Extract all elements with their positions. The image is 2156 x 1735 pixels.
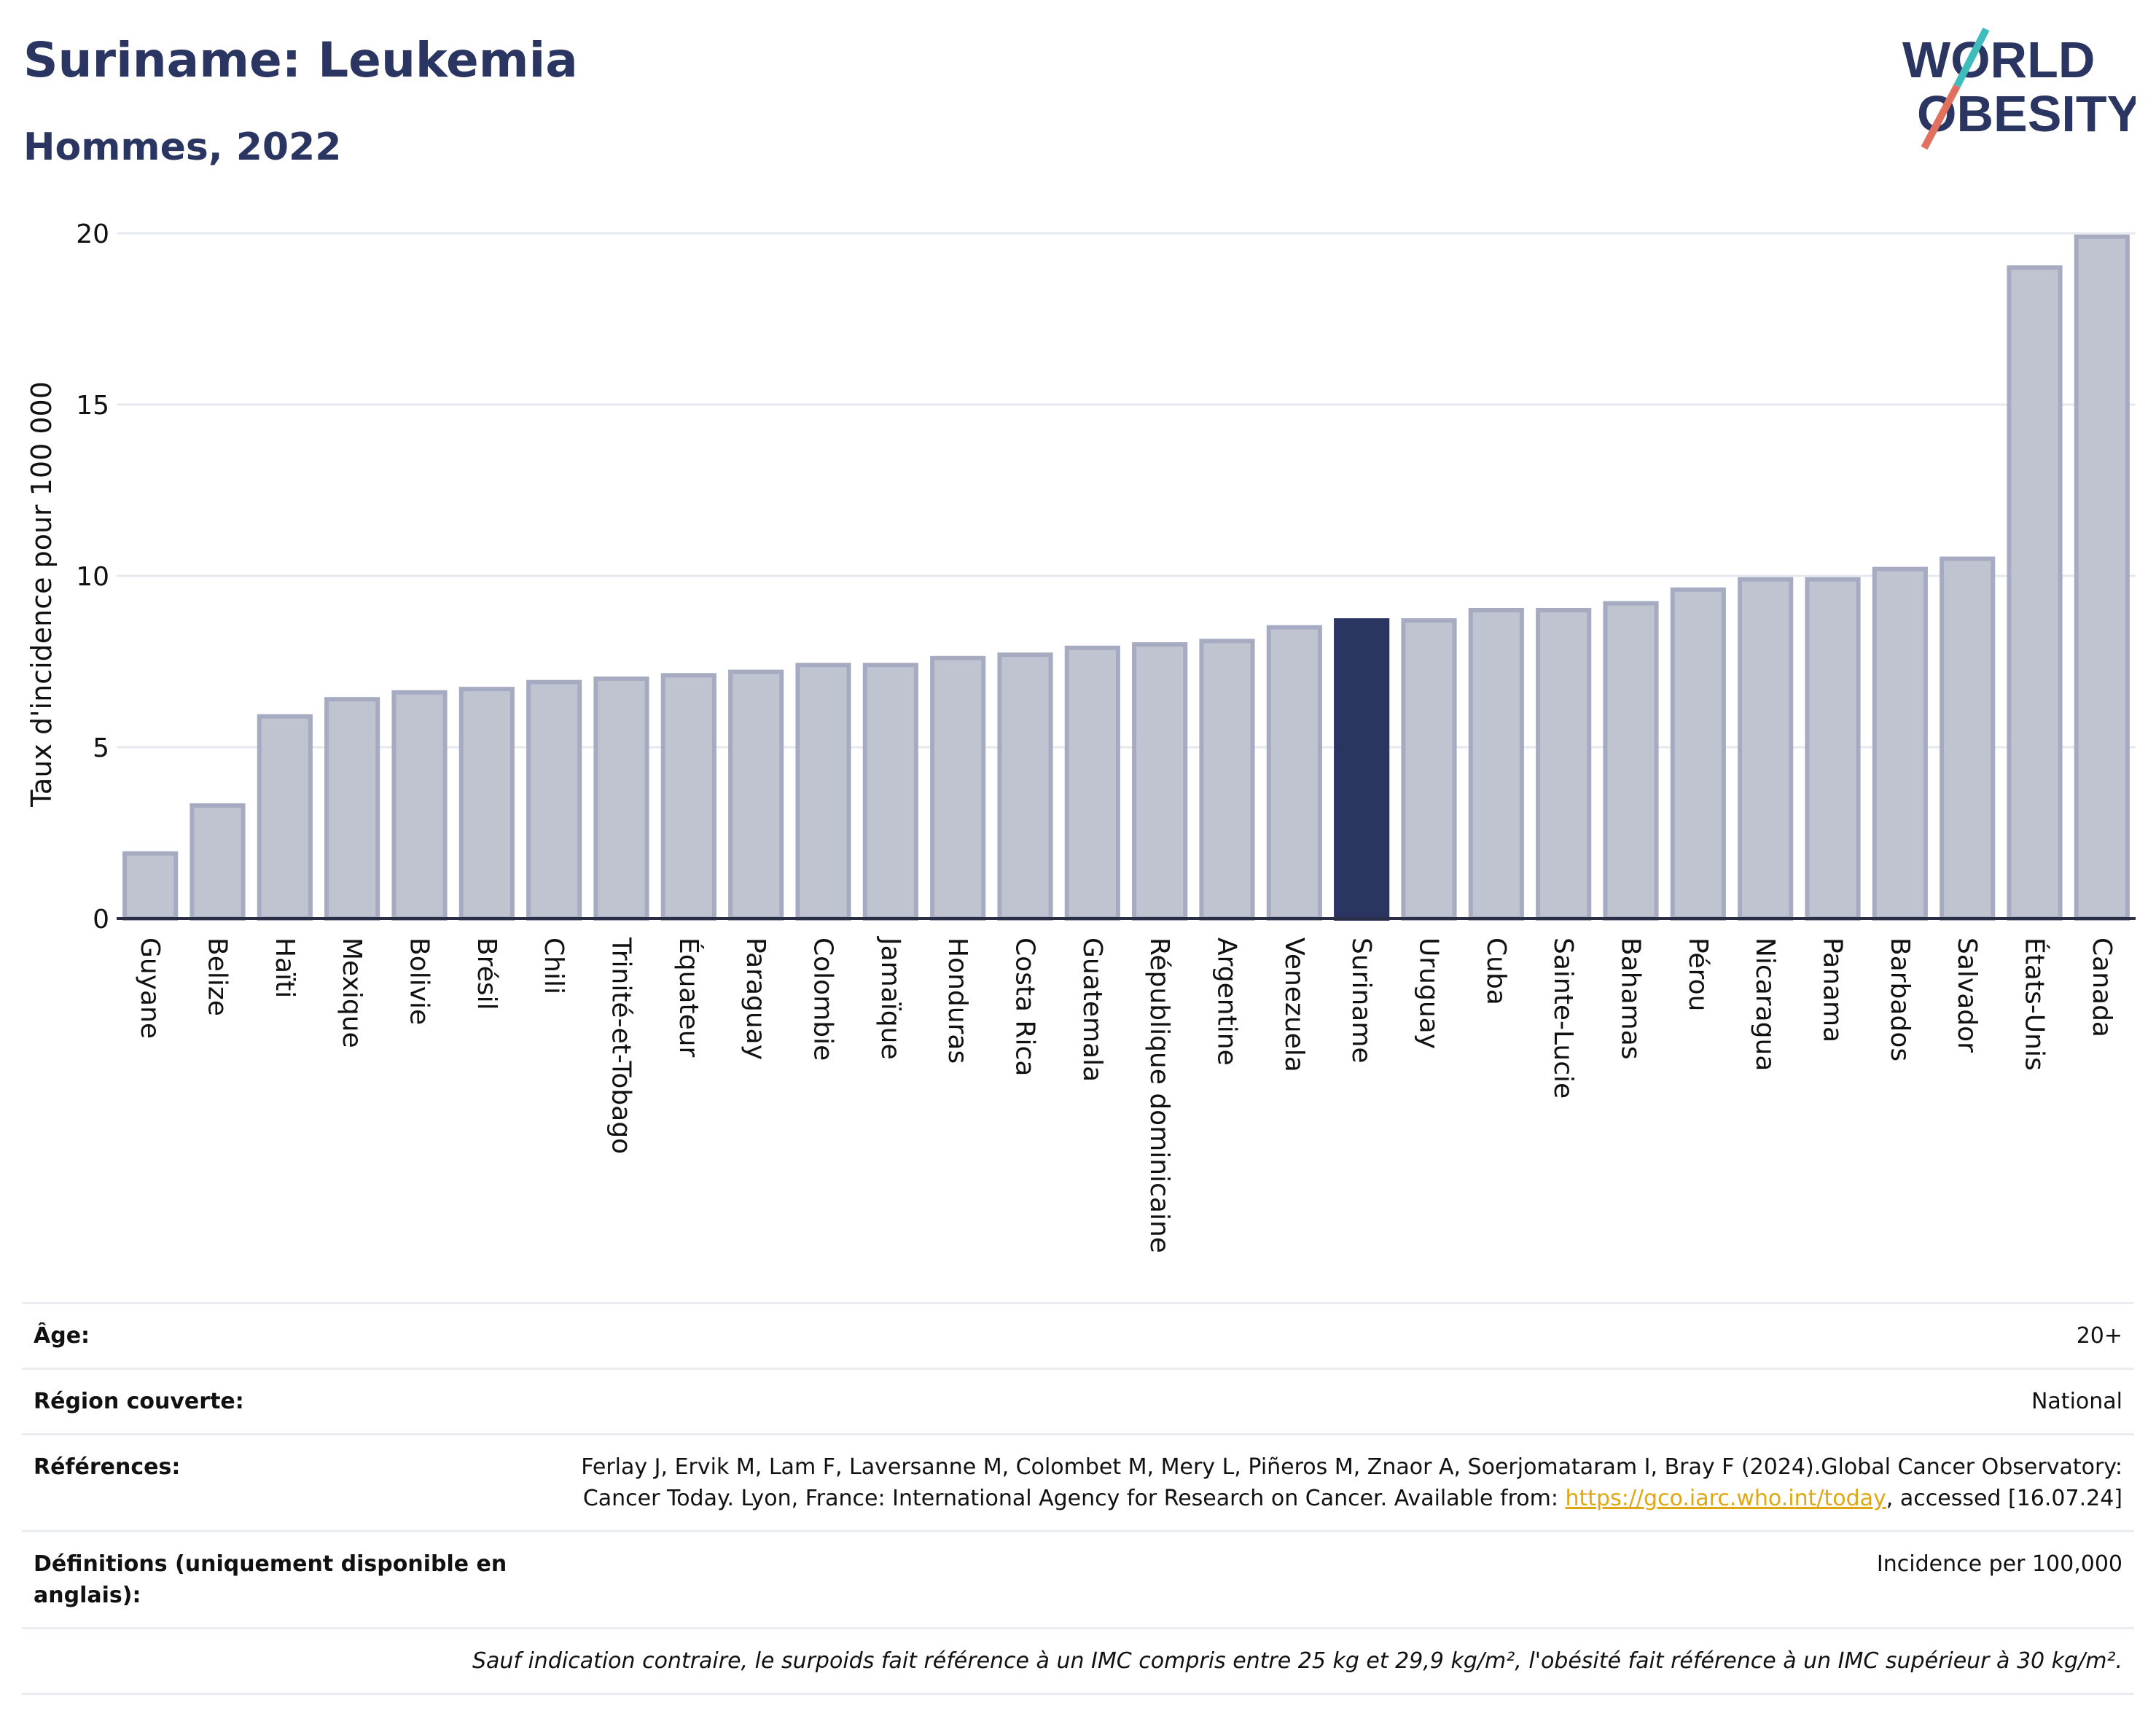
x-tick-label: Salvador	[1952, 937, 1982, 1053]
x-tick-label: Guatemala	[1077, 937, 1107, 1082]
age-value: 20+	[2076, 1323, 2122, 1349]
bar-colombie	[795, 663, 851, 921]
x-tick-label: Costa Rica	[1010, 937, 1040, 1076]
bar-pérou	[1670, 587, 1726, 921]
x-tick-label: Haïti	[270, 937, 300, 998]
y-tick-label: 15	[76, 391, 109, 421]
x-tick-label: Argentine	[1212, 937, 1242, 1066]
definitions-value: Incidence per 100,000	[1876, 1551, 2122, 1577]
bar-chart: 0 5 10 15 20 Guyane Belize Haïti Mexique Bolivie B…	[26, 219, 2136, 1253]
x-tick-label: Bahamas	[1616, 937, 1646, 1060]
bar-costa-rica	[997, 652, 1053, 921]
bar-jamaïque	[862, 663, 918, 921]
x-tick-label: Nicaragua	[1750, 937, 1780, 1071]
references-value: Ferlay J, Ervik M, Lam F, Laversanne M, …	[529, 1451, 2122, 1514]
x-tick-label: Panama	[1818, 937, 1848, 1042]
bar-argentine	[1199, 639, 1255, 921]
region-label: Région couverte:	[34, 1389, 244, 1414]
chart-subtitle: Hommes, 2022	[23, 125, 342, 169]
x-tick-label: Chili	[539, 937, 569, 994]
x-tick-label: République dominicaine	[1144, 937, 1174, 1253]
x-tick-label: États-Unis	[2020, 937, 2050, 1071]
x-tick-label: Mexique	[337, 937, 367, 1048]
y-axis-label: Taux d'incidence pour 100 000	[26, 381, 58, 808]
x-tick-label: Bolivie	[405, 937, 434, 1025]
bar-brésil	[458, 687, 515, 921]
region-value: National	[2031, 1389, 2122, 1414]
meta-row-region: Région couverte: National	[22, 1368, 2134, 1433]
x-tick-label: Trinité-et-Tobago	[606, 937, 636, 1154]
x-tick-label: Paraguay	[741, 937, 770, 1060]
bars	[122, 234, 2130, 921]
references-label: Références:	[34, 1454, 181, 1480]
x-tick-label: Guyane	[135, 937, 165, 1039]
bar-salvador	[1940, 556, 1996, 921]
x-tick-label: Suriname	[1346, 937, 1376, 1064]
bar-panama	[1805, 577, 1861, 921]
y-tick-label: 10	[76, 562, 109, 592]
bar-états-unis	[2007, 265, 2063, 921]
references-tail: , accessed [16.07.24]	[1886, 1486, 2122, 1511]
y-tick-label: 5	[93, 733, 109, 763]
bar-chili	[526, 679, 582, 921]
definitions-label: Définitions (uniquement disponible en an…	[34, 1551, 507, 1608]
x-tick-label: Venezuela	[1279, 937, 1309, 1072]
x-tick-label: Canada	[2087, 937, 2117, 1037]
bar-guatemala	[1064, 645, 1120, 921]
references-text: Ferlay J, Ervik M, Lam F, Laversanne M, …	[581, 1454, 2122, 1511]
x-tick-label: Pérou	[1683, 937, 1713, 1011]
x-tick-label: Brésil	[472, 937, 501, 1010]
references-link[interactable]: https://gco.iarc.who.int/today	[1565, 1486, 1886, 1511]
bar-bahamas	[1603, 601, 1659, 921]
x-tick-label: Colombie	[808, 937, 838, 1061]
meta-row-references: Références: Ferlay J, Ervik M, Lam F, La…	[22, 1433, 2134, 1530]
x-tick-label: Cuba	[1481, 937, 1511, 1005]
x-tick-label: Sainte-Lucie	[1548, 937, 1578, 1099]
x-tick-label: Jamaïque	[875, 936, 905, 1060]
bar-uruguay	[1401, 618, 1457, 921]
tick-labels: 0 5 10 15 20 Guyane Belize Haïti Mexique Bolivie B…	[76, 219, 2117, 1253]
meta-row-definitions: Définitions (uniquement disponible en an…	[22, 1530, 2134, 1627]
bar-nicaragua	[1738, 577, 1794, 921]
x-tick-label: Uruguay	[1414, 937, 1444, 1049]
bar-mexique	[324, 697, 380, 921]
y-tick-label: 0	[93, 905, 109, 935]
meta-row-note: Sauf indication contraire, le surpoids f…	[22, 1627, 2134, 1695]
y-tick-label: 20	[76, 219, 109, 249]
bar-venezuela	[1266, 625, 1322, 921]
metadata-table: Âge: 20+ Région couverte: National Référ…	[22, 1302, 2134, 1695]
bar-suriname	[1334, 618, 1390, 921]
x-tick-label: Barbados	[1885, 937, 1915, 1061]
x-tick-label: Équateur	[673, 937, 704, 1058]
footnote: Sauf indication contraire, le surpoids f…	[472, 1648, 2122, 1674]
bar-barbados	[1872, 566, 1928, 921]
bar-honduras	[930, 655, 986, 921]
meta-row-age: Âge: 20+	[22, 1302, 2134, 1368]
bar-canada	[2074, 234, 2130, 921]
bar-guyane	[122, 851, 179, 921]
bar-bolivie	[391, 690, 448, 921]
svg-text:WORLD: WORLD	[1902, 31, 2095, 88]
chart-title: Suriname: Leukemia	[23, 32, 578, 88]
bar-république-dominicaine	[1132, 642, 1188, 921]
bar-trinité-et-tobago	[593, 677, 649, 921]
bar-belize	[190, 803, 246, 921]
bar-cuba	[1468, 608, 1524, 921]
bar-paraguay	[728, 669, 784, 921]
world-obesity-logo: WORLD OBESITY	[1902, 27, 2136, 150]
bar-équateur	[660, 673, 716, 921]
bar-haïti	[257, 714, 313, 921]
x-tick-label: Honduras	[942, 937, 972, 1064]
age-label: Âge:	[34, 1323, 90, 1349]
x-tick-label: Belize	[203, 937, 233, 1016]
bar-sainte-lucie	[1536, 608, 1592, 921]
